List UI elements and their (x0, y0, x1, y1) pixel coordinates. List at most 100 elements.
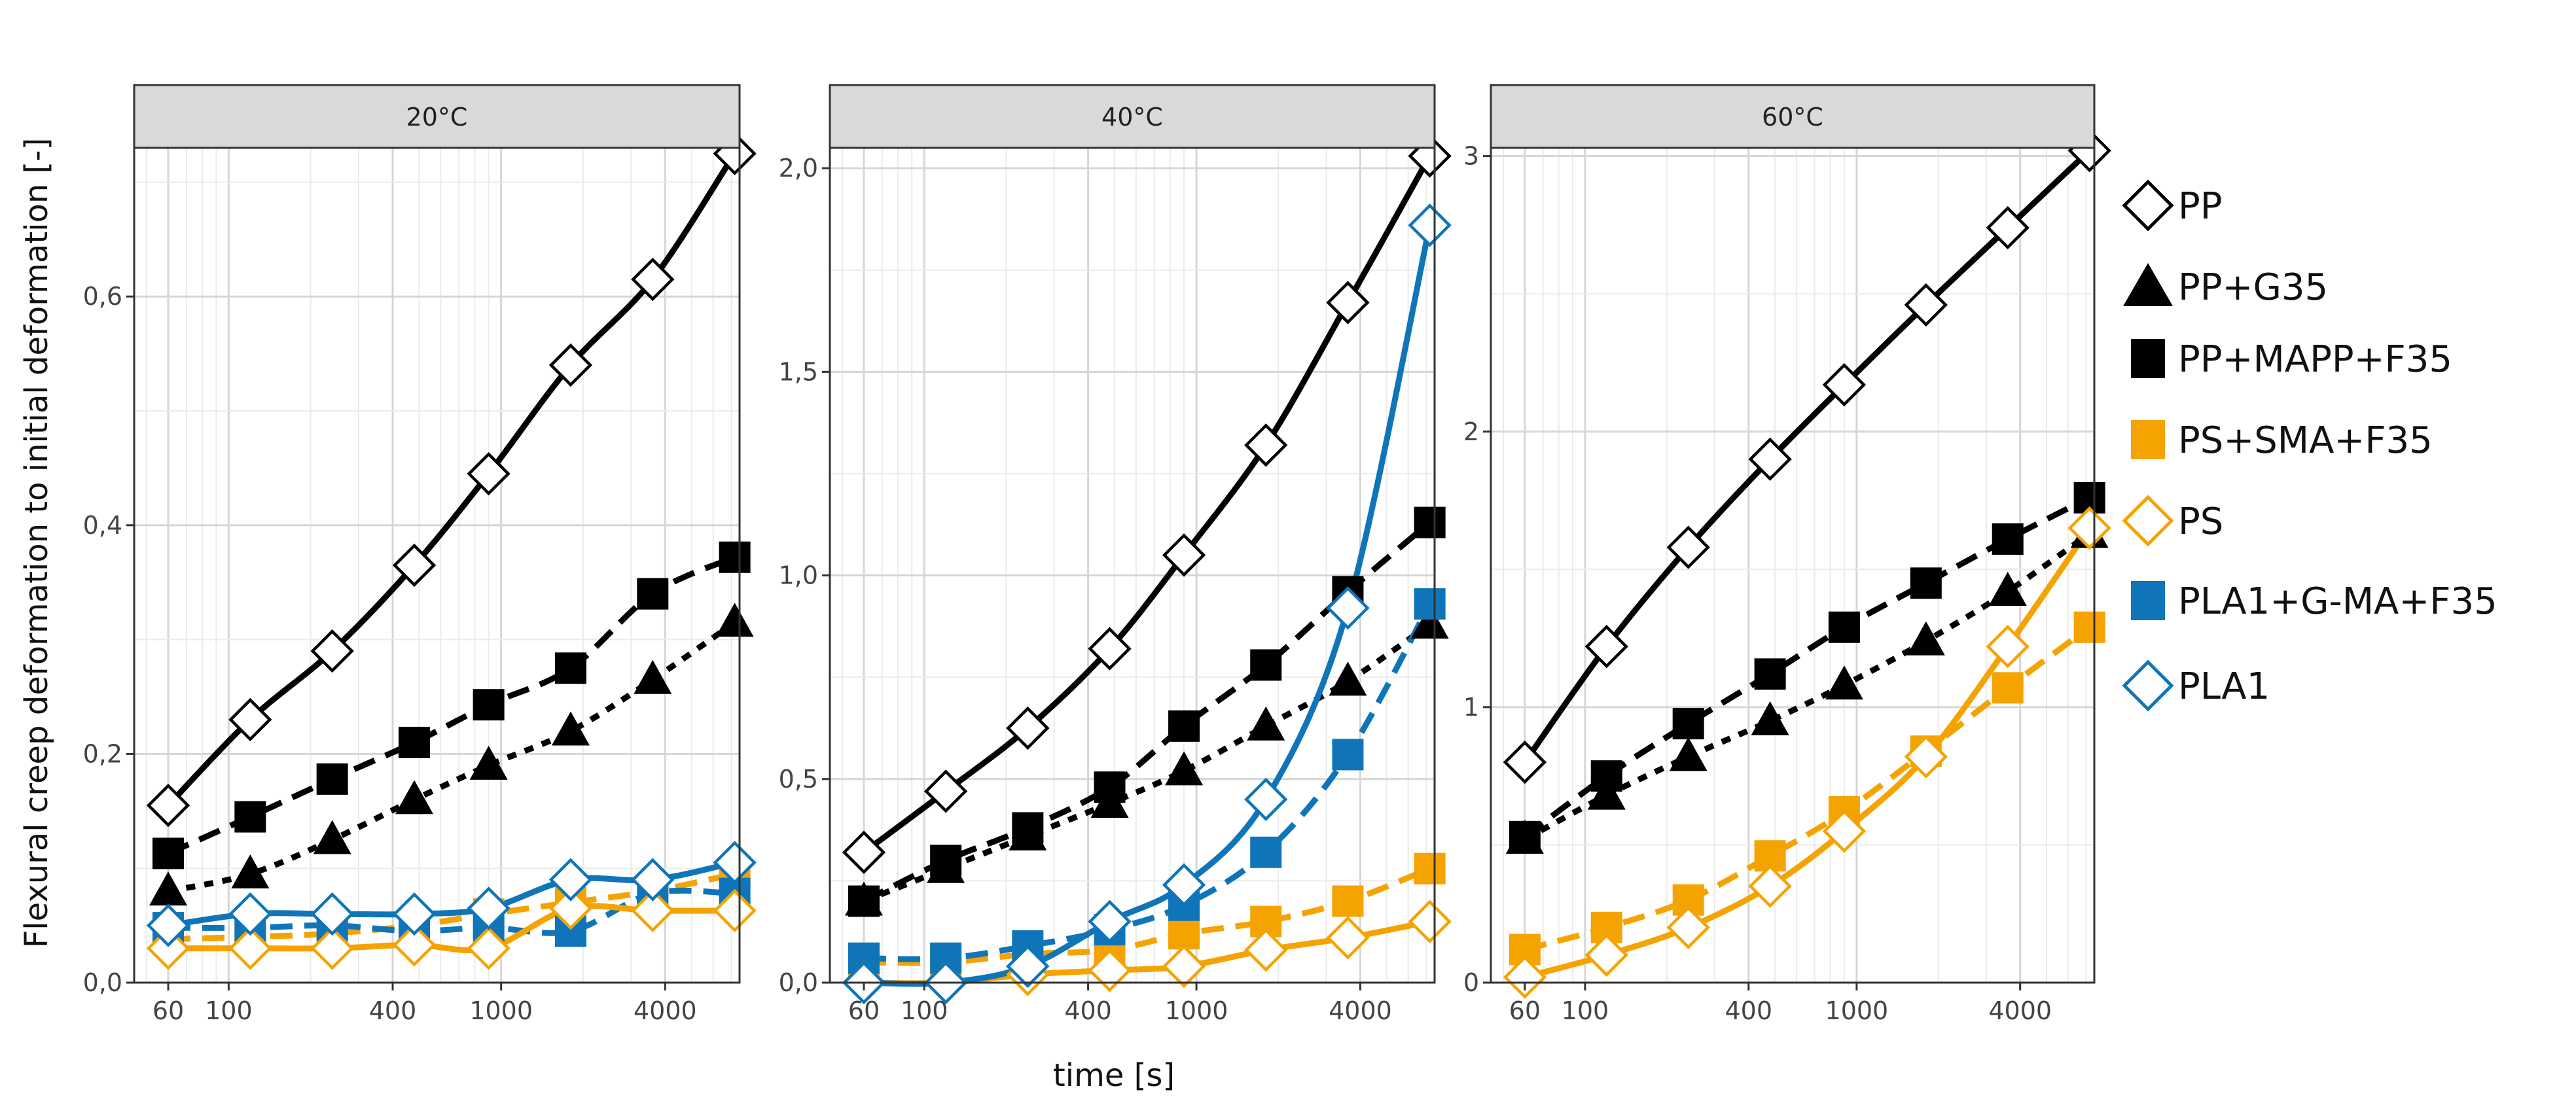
data-point (146, 903, 190, 947)
data-point (1988, 572, 2027, 606)
data-point (467, 886, 510, 930)
data-point (1088, 949, 1132, 992)
data-point (1410, 604, 1449, 639)
data-point (1828, 611, 1860, 643)
y-tick-label: 1,5 (779, 357, 818, 386)
data-point (1666, 525, 1710, 569)
data-point (1584, 933, 1628, 977)
x-tick-label: 400 (1064, 996, 1112, 1025)
data-point (713, 888, 757, 933)
facet-strip (1490, 84, 2096, 149)
y-tick-label: 1 (1463, 693, 1479, 722)
data-point (398, 726, 430, 758)
legend-key (2131, 339, 2165, 378)
data-point (1748, 864, 1792, 908)
legend-label: PP (2178, 185, 2223, 228)
data-point (637, 578, 669, 610)
facet-strip (829, 84, 1436, 149)
data-point (548, 858, 593, 902)
series-points-pla1 (842, 203, 1452, 1005)
data-point (395, 780, 433, 814)
data-point (1748, 437, 1792, 481)
data-point (1329, 661, 1367, 696)
data-point (467, 451, 510, 496)
legend-label: PS+SMA+F35 (2178, 419, 2433, 462)
data-point (1822, 809, 1867, 853)
facet-strip (133, 84, 741, 149)
x-tick-label: 4000 (634, 996, 697, 1025)
data-point (1986, 625, 2030, 669)
x-tick-label: 60 (1509, 996, 1541, 1025)
data-point (2067, 506, 2111, 550)
series-points-pp-g35 (149, 603, 754, 906)
data-point (310, 926, 354, 970)
legend-key (2131, 581, 2165, 620)
data-point (1332, 739, 1364, 771)
data-point (310, 892, 354, 936)
data-point (310, 629, 354, 673)
data-point (1587, 775, 1626, 810)
data-point (1326, 281, 1370, 324)
legend-entry-pp: PP (2122, 179, 2223, 232)
y-tick-label: 0,5 (779, 765, 818, 794)
series-markers (842, 134, 1452, 1005)
data-point (234, 801, 266, 833)
data-point (1754, 658, 1786, 690)
data-point (392, 543, 437, 587)
x-tick-label: 100 (1562, 996, 1609, 1025)
legend-key (2122, 495, 2174, 547)
series-line-pla1 (863, 224, 1433, 987)
legend: PP PP+G35 PP+MAPP+F35 PS+SMA+F35 PS PLA1+G-MA… (2122, 179, 2497, 712)
data-point (1006, 706, 1050, 750)
x-tick-label: 100 (205, 996, 253, 1025)
data-point (1162, 863, 1206, 907)
data-point (1094, 771, 1126, 803)
data-point (146, 926, 190, 970)
data-point (467, 926, 510, 970)
data-point (1986, 205, 2030, 250)
legend-key (2131, 420, 2165, 459)
data-point (1244, 423, 1288, 467)
x-tick-label: 100 (901, 996, 948, 1025)
series-line-pp-g35 (168, 620, 737, 894)
data-point (149, 871, 188, 906)
y-tick-label: 0 (1463, 968, 1479, 997)
data-point (634, 659, 672, 694)
series-points-pp (842, 134, 1452, 875)
panel-60c: 60°C 0 1 2 3 60 100 400 1000 4000 (1463, 84, 2111, 1025)
data-point (392, 923, 437, 967)
data-point (1250, 649, 1282, 681)
data-point (228, 926, 272, 970)
data-point (1332, 885, 1364, 917)
x-axis-title: time [s] (1053, 1057, 1175, 1094)
data-point (1244, 928, 1288, 972)
legend-entry-pp-mapp-f35: PP+MAPP+F35 (2131, 338, 2452, 381)
data-point (1088, 627, 1132, 671)
data-point (392, 892, 437, 936)
x-tick-label: 60 (152, 996, 184, 1025)
data-point (1244, 777, 1288, 822)
data-point (1910, 567, 1942, 599)
data-point (1162, 944, 1206, 989)
facet-panels: 20°C0,00,20,40,660 100 400 1000 400040°C0,00… (83, 84, 2111, 1025)
data-point (631, 257, 675, 302)
y-axis-title: Flexural creep deformation to initial de… (18, 138, 55, 949)
x-tick-label: 1000 (1165, 996, 1228, 1025)
data-point (1006, 944, 1050, 989)
data-point (1992, 672, 2024, 704)
data-point (1408, 900, 1452, 943)
data-point (1168, 710, 1200, 742)
series-points-pla1 (146, 841, 757, 947)
data-point (1503, 955, 1547, 999)
data-point (631, 858, 675, 902)
legend-entry-pla1: PLA1 (2122, 659, 2270, 712)
series-points-pp-g35 (1505, 514, 2109, 854)
data-point (231, 854, 270, 888)
data-point (1326, 586, 1370, 630)
data-point (1165, 751, 1204, 786)
legend-label: PLA1 (2178, 665, 2270, 708)
series-markers (1503, 129, 2111, 999)
x-tick-label: 400 (369, 996, 417, 1025)
series-points-pp-mapp-f35 (1509, 481, 2105, 852)
data-point (1672, 708, 1704, 740)
